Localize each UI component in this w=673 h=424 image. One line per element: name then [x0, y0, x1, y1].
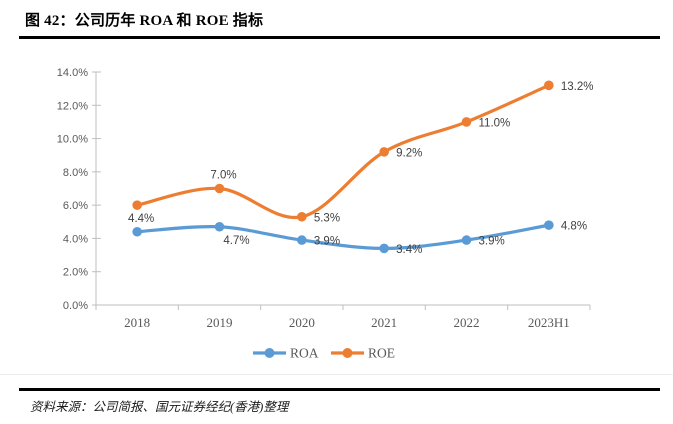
- series-marker-roe: [297, 211, 307, 222]
- roa-roe-line-chart: 0.0% 2.0% 4.0% 6.0% 8.0% 10.0% 12.0% 14.0% 2018 2…: [0, 44, 673, 374]
- title-divider: [19, 36, 660, 39]
- series-line-roa: [135, 223, 551, 251]
- series-marker-roa: [214, 221, 225, 232]
- data-label: 11.0%: [479, 117, 511, 129]
- x-axis-label: 2018: [124, 315, 150, 330]
- series-marker-roa: [379, 243, 389, 254]
- y-axis-label: 12.0%: [57, 100, 88, 112]
- y-axis-label: 6.0%: [63, 200, 88, 212]
- source-note: 资料来源：公司简报、国元证券经纪(香港)整理: [30, 400, 289, 414]
- legend-label: ROE: [368, 346, 395, 361]
- data-label: 4.7%: [223, 235, 249, 247]
- x-axis-label: 2023H1: [528, 315, 570, 330]
- y-axis-label: 14.0%: [57, 67, 88, 79]
- data-label: 9.2%: [396, 147, 422, 159]
- y-axis-label: 10.0%: [57, 134, 88, 146]
- y-axis-label: 0.0%: [63, 300, 88, 312]
- series-line-roe: [135, 83, 551, 220]
- series-marker-roe: [132, 200, 142, 210]
- legend-item-roa: ROA: [253, 346, 319, 361]
- legend-marker: [342, 348, 353, 358]
- legend-item-roe: ROE: [331, 346, 395, 361]
- data-label: 3.9%: [479, 236, 505, 248]
- data-label: 3.9%: [314, 236, 340, 248]
- data-label: 13.2%: [561, 81, 594, 93]
- x-axis-label: 2020: [289, 315, 315, 330]
- x-axis-label: 2019: [207, 315, 233, 330]
- x-axis-label: 2022: [454, 315, 480, 330]
- chart-canvas: 0.0% 2.0% 4.0% 6.0% 8.0% 10.0% 12.0% 14.0% 2018 2…: [57, 67, 594, 361]
- series-marker-roe: [379, 147, 389, 157]
- footer-divider: [19, 388, 660, 391]
- figure-title: 图 42：公司历年 ROA 和 ROE 指标: [25, 13, 264, 29]
- data-label: 5.3%: [314, 212, 340, 224]
- series-marker-roe: [461, 117, 472, 127]
- y-axis-label: 8.0%: [63, 167, 88, 179]
- data-label: 4.8%: [561, 221, 587, 233]
- data-label: 7.0%: [210, 170, 236, 182]
- y-axis-label: 2.0%: [63, 267, 88, 279]
- series-marker-roa: [544, 220, 554, 230]
- series-marker-roa: [461, 235, 472, 245]
- y-axis-label: 4.0%: [63, 233, 88, 245]
- legend-label: ROA: [290, 346, 319, 361]
- data-label: 3.4%: [396, 244, 422, 256]
- series-marker-roa: [297, 235, 307, 245]
- x-axis-label: 2021: [371, 315, 397, 330]
- series-marker-roe: [214, 183, 225, 194]
- series-marker-roe: [544, 80, 554, 91]
- series-marker-roa: [132, 226, 142, 237]
- chart-area-bottom-border: [0, 374, 673, 375]
- legend-marker: [264, 348, 275, 358]
- data-label: 4.4%: [128, 213, 154, 225]
